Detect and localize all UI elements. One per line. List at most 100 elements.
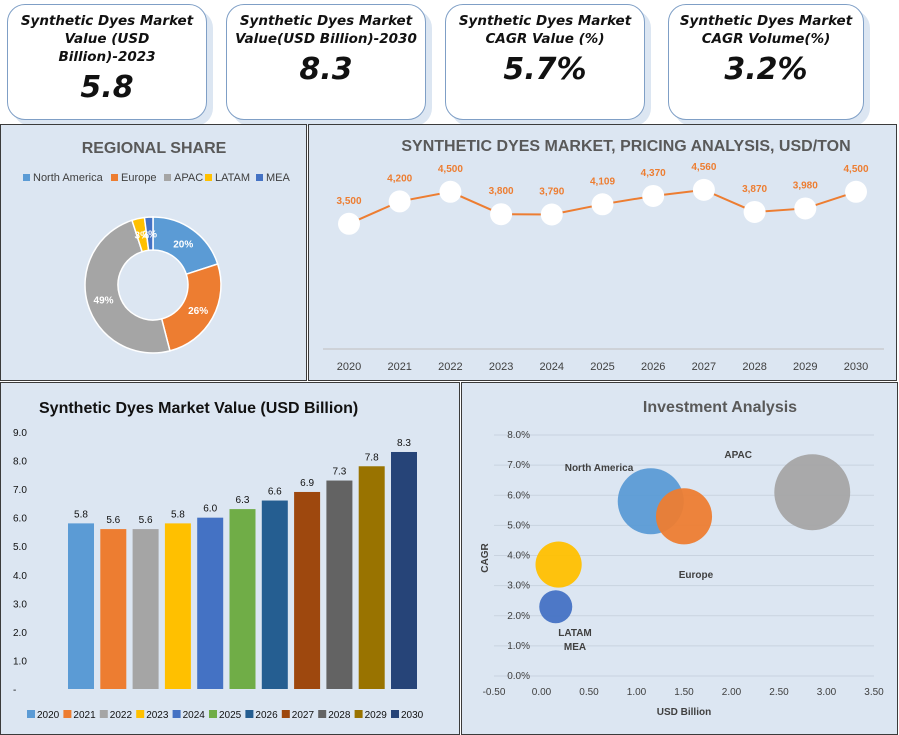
bar-value-label: 7.8: [365, 452, 379, 463]
price-label: 3,500: [336, 196, 361, 207]
bar-value-label: 6.0: [203, 504, 217, 515]
y-tick-label: 0.0%: [507, 671, 530, 682]
chart-title: SYNTHETIC DYES MARKET, PRICING ANALYSIS,…: [401, 138, 850, 155]
x-tick-label: 2022: [438, 361, 462, 373]
bar: [326, 480, 353, 689]
y-tick-label: 2.0%: [507, 611, 530, 622]
y-tick-label: 3.0: [13, 599, 27, 610]
price-point: [591, 193, 614, 216]
x-tick-label: 0.50: [579, 687, 599, 698]
bar-value-label: 8.3: [397, 438, 411, 449]
bar: [197, 517, 224, 689]
x-tick-label: 2026: [641, 361, 665, 373]
y-tick-label: 7.0%: [507, 460, 530, 471]
bar-value-label: 7.3: [332, 467, 346, 478]
bar: [164, 523, 191, 689]
price-point: [490, 203, 513, 226]
price-point: [388, 190, 411, 213]
kpi-value: 5.8: [80, 70, 134, 105]
y-axis-label: CAGR: [480, 543, 491, 573]
y-tick-label: 6.0%: [507, 490, 530, 501]
price-point: [845, 180, 867, 203]
kpi-title: Synthetic Dyes Market Value (USD Billion…: [20, 13, 194, 65]
donut-slice: [143, 216, 154, 252]
bubble-label: APAC: [724, 450, 752, 461]
price-point: [338, 212, 360, 235]
legend-swatch: [99, 710, 108, 718]
legend-label: 2025: [219, 710, 242, 721]
investment-analysis-chart: Investment Analysis CAGR USD Billion 0.0…: [480, 399, 885, 718]
bar-value-label: 5.6: [139, 515, 153, 526]
chart-title: REGIONAL SHARE: [82, 140, 227, 157]
legend-label: 2028: [328, 710, 351, 721]
kpi-title: Synthetic Dyes Market CAGR Volume(%): [679, 13, 853, 47]
legend-label: 2024: [183, 710, 206, 721]
bubble-label: North America: [565, 463, 634, 474]
bar: [68, 523, 94, 689]
legend: 2020 2021 2022 2023 2024 2025 2026 2027 2028 2029…: [27, 710, 424, 721]
x-tick-label: 2.00: [722, 687, 742, 698]
legend-swatch: [318, 710, 327, 718]
bar-value-label: 5.8: [74, 509, 88, 520]
slice-label: 3%: [135, 231, 150, 242]
bar: [358, 466, 385, 689]
x-tick-label: 2024: [540, 361, 564, 373]
market-value-panel: Synthetic Dyes Market Value (USD Billion…: [0, 382, 460, 735]
legend-swatch: [209, 710, 217, 718]
legend-label: 2021: [73, 710, 96, 721]
legend-swatch: [354, 710, 363, 718]
price-label: 3,800: [489, 186, 514, 197]
regional-share-chart: REGIONAL SHARE North America Europe APAC LA…: [23, 140, 291, 354]
bar-value-label: 6.3: [236, 495, 250, 506]
bar-value-label: 6.6: [268, 487, 282, 498]
bubble-label: LATAM: [558, 628, 592, 639]
x-axis-label: USD Billion: [657, 707, 711, 718]
x-tick-label: 2025: [590, 361, 614, 373]
legend-swatch: [281, 710, 290, 718]
bubble: [535, 541, 582, 588]
y-tick-label: 7.0: [13, 485, 27, 496]
legend-label: 2027: [292, 710, 315, 721]
x-tick-label: -0.50: [483, 687, 506, 698]
chart-title: Synthetic Dyes Market Value (USD Billion…: [39, 400, 358, 417]
y-tick-label: 8.0%: [507, 430, 530, 441]
legend-swatch: [391, 710, 399, 718]
donut-slice: [160, 263, 222, 352]
legend-swatch: [27, 710, 35, 718]
legend-label: 2022: [110, 710, 133, 721]
kpi-value: 3.2%: [724, 52, 808, 87]
legend-label: Europe: [121, 172, 156, 184]
y-tick-label: 2.0: [13, 628, 27, 639]
slice-label: 2%: [143, 230, 158, 241]
y-tick-label: 4.0%: [507, 551, 530, 562]
x-tick-label: 2021: [387, 361, 411, 373]
bar: [100, 529, 127, 689]
y-tick-label: 5.0%: [507, 520, 530, 531]
legend-label: North America: [33, 172, 104, 184]
legend-swatch: [164, 174, 171, 181]
kpi-title: Synthetic Dyes Market Value(USD Billion)…: [235, 13, 417, 47]
legend-label: APAC: [174, 172, 203, 184]
plot-area: 0.0% 1.0% 2.0% 3.0% 4.0% 5.0% 6.0% 7.0% 8.0% -0.5…: [483, 430, 885, 698]
bubble: [655, 488, 713, 545]
y-tick-label: 3.0%: [507, 581, 530, 592]
price-point: [439, 180, 462, 203]
bar-value-label: 5.6: [106, 515, 120, 526]
legend-label: 2023: [146, 710, 169, 721]
kpi-value: 5.7%: [503, 52, 587, 87]
legend-label: 2030: [401, 710, 424, 721]
legend-swatch: [23, 174, 30, 181]
legend-swatch: [205, 174, 212, 181]
price-label: 4,370: [641, 168, 666, 179]
legend-label: 2026: [255, 710, 278, 721]
kpi-value: 8.3: [299, 52, 353, 87]
bar: [294, 491, 321, 689]
legend-swatch: [136, 710, 145, 718]
donut-slice: [84, 219, 171, 354]
bubble: [539, 590, 573, 624]
kpi-card-value-2023: Synthetic Dyes Market Value (USD Billion…: [7, 4, 207, 120]
x-tick-label: 2020: [337, 361, 361, 373]
bar-value-label: 6.9: [300, 478, 314, 489]
legend-swatch: [256, 174, 263, 181]
pricing-analysis-chart: SYNTHETIC DYES MARKET, PRICING ANALYSIS,…: [323, 138, 884, 373]
